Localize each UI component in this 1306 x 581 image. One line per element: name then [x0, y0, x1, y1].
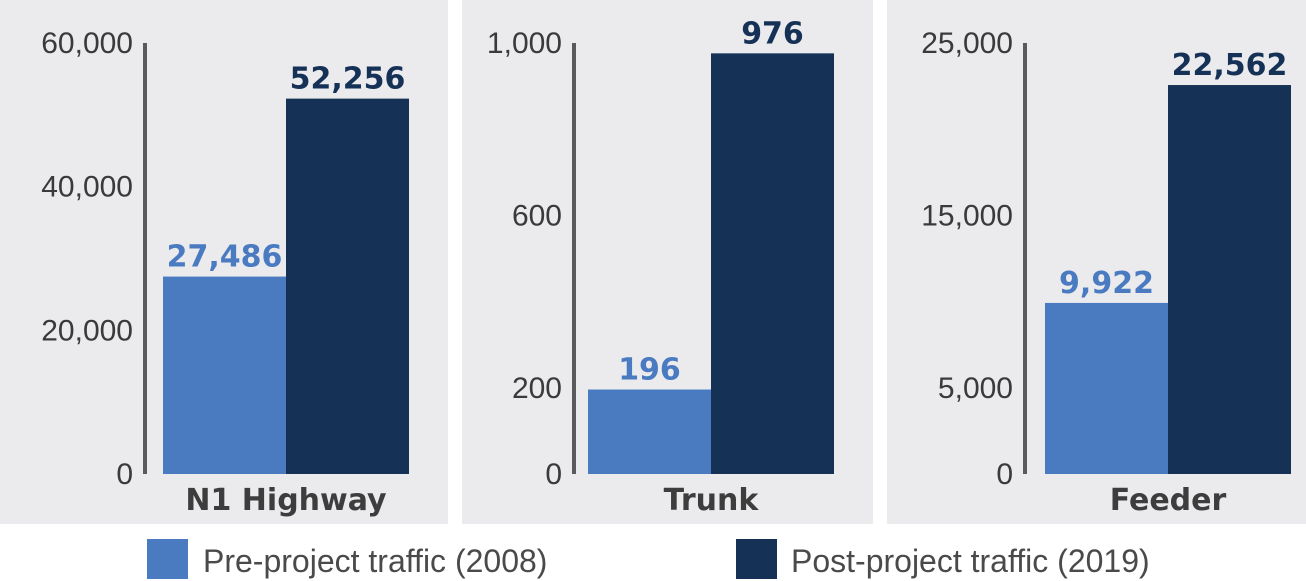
bar-post-project: [711, 53, 834, 475]
legend-label: Post-project traffic (2019): [791, 543, 1150, 579]
category-label: N1 Highway: [185, 483, 387, 518]
y-tick-label: 25,000: [921, 27, 1013, 60]
y-tick-label: 20,000: [41, 314, 133, 347]
data-label-post-project: 976: [741, 16, 804, 51]
legend-swatch: [147, 539, 188, 579]
y-tick-label: 0: [996, 458, 1013, 491]
bar-pre-project: [163, 276, 286, 474]
y-tick-label: 15,000: [921, 199, 1013, 232]
chart-panel-trunk: 0 200 600 1,000 196 976 Trunk: [462, 0, 873, 524]
bar-post-project: [1168, 85, 1291, 474]
data-label-pre-project: 196: [618, 353, 681, 388]
y-tick-label: 1,000: [487, 27, 562, 60]
y-tick-label: 200: [512, 372, 562, 405]
y-tick-label: 0: [545, 458, 562, 491]
category-label: Trunk: [664, 483, 760, 518]
data-label-post-project: 52,256: [290, 62, 406, 97]
bar-post-project: [286, 98, 409, 474]
y-tick-label: 60,000: [41, 27, 133, 60]
bar-pre-project: [588, 389, 711, 474]
legend-label: Pre-project traffic (2008): [203, 543, 547, 579]
legend-swatch: [736, 539, 777, 579]
y-tick-label: 600: [512, 199, 562, 232]
data-label-post-project: 22,562: [1172, 48, 1288, 83]
data-label-pre-project: 9,922: [1059, 266, 1154, 301]
y-tick-label: 40,000: [41, 171, 133, 204]
chart-panel-n1-highway: 0 20,000 40,000 60,000 27,486 52,256 N1 Highwa…: [0, 0, 448, 524]
bar-pre-project: [1045, 302, 1168, 474]
category-label: Feeder: [1110, 483, 1227, 518]
chart-panel-feeder: 0 5,000 15,000 25,000 9,922 22,562 Feeder: [887, 0, 1306, 524]
legend: Pre-project traffic (2008) Post-project t…: [147, 539, 1150, 579]
y-tick-label: 0: [116, 458, 133, 491]
data-label-pre-project: 27,486: [167, 240, 283, 275]
y-tick-label: 5,000: [938, 372, 1013, 405]
